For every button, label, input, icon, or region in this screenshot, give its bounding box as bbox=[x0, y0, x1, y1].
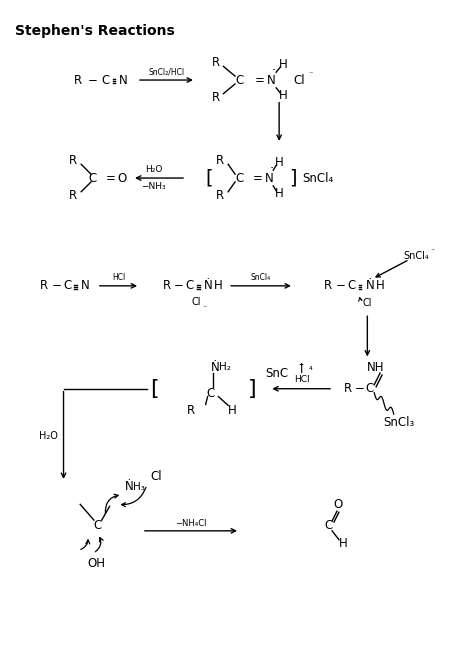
Text: [: [ bbox=[206, 169, 213, 188]
Text: C: C bbox=[324, 519, 332, 532]
Text: R: R bbox=[163, 279, 171, 292]
Text: N: N bbox=[119, 73, 128, 86]
Text: NH: NH bbox=[366, 360, 384, 373]
Text: R: R bbox=[216, 154, 224, 167]
Text: R: R bbox=[216, 189, 224, 202]
Text: HCl: HCl bbox=[294, 375, 310, 385]
Text: R: R bbox=[324, 279, 332, 292]
Text: R: R bbox=[211, 91, 219, 104]
Text: =: = bbox=[253, 171, 263, 184]
Text: R: R bbox=[187, 404, 195, 417]
Text: N: N bbox=[267, 73, 276, 86]
Text: C: C bbox=[236, 171, 244, 184]
Text: H: H bbox=[338, 537, 347, 550]
Text: O: O bbox=[118, 171, 127, 184]
Text: C: C bbox=[94, 519, 102, 532]
Text: −: − bbox=[355, 382, 365, 395]
Text: N: N bbox=[265, 171, 273, 184]
Text: HCl: HCl bbox=[112, 273, 125, 283]
Text: SnCl₄: SnCl₄ bbox=[251, 273, 271, 283]
Text: C: C bbox=[101, 73, 110, 86]
Text: Ṅ: Ṅ bbox=[125, 480, 134, 493]
Text: C: C bbox=[64, 279, 72, 292]
Text: H: H bbox=[228, 404, 237, 417]
Text: ]: ] bbox=[289, 169, 296, 188]
Text: R: R bbox=[69, 154, 77, 167]
Text: H₂O: H₂O bbox=[39, 431, 58, 441]
Text: R: R bbox=[40, 279, 48, 292]
Text: C: C bbox=[186, 279, 194, 292]
Text: H₂: H₂ bbox=[219, 362, 231, 372]
Text: SnCl₃: SnCl₃ bbox=[383, 415, 414, 428]
Text: C: C bbox=[236, 73, 244, 86]
Text: ]: ] bbox=[248, 379, 256, 399]
Text: Ṅ: Ṅ bbox=[366, 279, 374, 292]
Text: [: [ bbox=[150, 379, 158, 399]
Text: H: H bbox=[279, 89, 287, 102]
Text: H: H bbox=[275, 187, 283, 200]
Text: SnCl₄: SnCl₄ bbox=[303, 171, 334, 184]
Text: Ṅ: Ṅ bbox=[211, 360, 220, 373]
Text: Cl: Cl bbox=[363, 298, 372, 309]
Text: C: C bbox=[89, 171, 97, 184]
Text: SnC: SnC bbox=[265, 366, 289, 379]
Text: N: N bbox=[81, 279, 90, 292]
Text: =: = bbox=[106, 171, 116, 184]
Text: ·: · bbox=[271, 63, 275, 77]
Text: ₄: ₄ bbox=[309, 363, 312, 371]
Text: ⁻: ⁻ bbox=[202, 303, 207, 312]
Text: H: H bbox=[275, 156, 283, 169]
Text: −: − bbox=[88, 73, 98, 86]
Text: H₂O: H₂O bbox=[145, 165, 163, 174]
Text: O: O bbox=[333, 498, 343, 511]
Text: ⁻: ⁻ bbox=[431, 246, 435, 255]
Text: H: H bbox=[214, 279, 223, 292]
Text: OH: OH bbox=[87, 557, 105, 570]
Text: l̄: l̄ bbox=[300, 362, 303, 375]
Text: R: R bbox=[74, 73, 82, 86]
Text: ·: · bbox=[269, 162, 273, 175]
Text: =: = bbox=[255, 73, 264, 86]
Text: SnCl₂/HCl: SnCl₂/HCl bbox=[148, 68, 184, 77]
Text: SnCl₄: SnCl₄ bbox=[403, 251, 429, 262]
Text: C: C bbox=[347, 279, 356, 292]
Text: −NH₄Cl: −NH₄Cl bbox=[175, 519, 207, 528]
Text: −: − bbox=[336, 279, 346, 292]
Text: Cl: Cl bbox=[191, 296, 201, 307]
Text: −: − bbox=[174, 279, 184, 292]
Text: H₃: H₃ bbox=[133, 482, 145, 492]
Text: Cl: Cl bbox=[293, 73, 305, 86]
Text: C̄l: C̄l bbox=[151, 470, 163, 483]
Text: R: R bbox=[211, 56, 219, 69]
Text: C: C bbox=[206, 387, 215, 400]
Text: H: H bbox=[279, 58, 287, 71]
Text: H: H bbox=[376, 279, 384, 292]
Text: −: − bbox=[52, 279, 62, 292]
Text: R: R bbox=[344, 382, 352, 395]
Text: −NH₃: −NH₃ bbox=[141, 182, 166, 192]
Text: C: C bbox=[365, 382, 374, 395]
Text: Ṅ: Ṅ bbox=[204, 279, 213, 292]
Text: Stephen's Reactions: Stephen's Reactions bbox=[15, 24, 174, 38]
Text: ⁻: ⁻ bbox=[308, 70, 313, 78]
Text: R: R bbox=[69, 189, 77, 202]
